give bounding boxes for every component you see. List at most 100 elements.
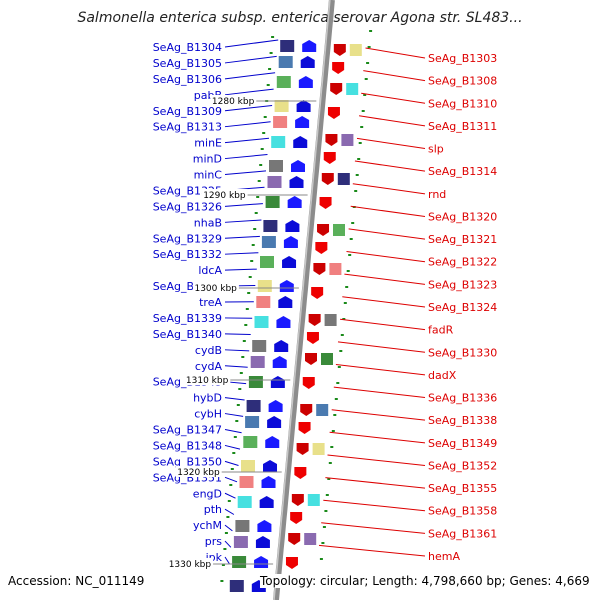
gene-label-right[interactable]: SeAg_B1355 xyxy=(428,482,497,495)
gene-label-left[interactable]: SeAg_B1313 xyxy=(153,121,222,134)
gene-arrow-plus[interactable] xyxy=(302,377,315,389)
gene-label-right[interactable]: hemA xyxy=(428,550,460,563)
gene-label-left[interactable]: cybH xyxy=(194,408,222,421)
gene-label-left[interactable]: cydA xyxy=(195,360,223,373)
gene-label-left[interactable]: nhaB xyxy=(194,216,222,229)
gene-label-left[interactable]: SeAg_B1339 xyxy=(153,312,222,325)
gene-label-right[interactable]: SeAg_B1303 xyxy=(428,52,497,65)
gene-arrow-minus[interactable] xyxy=(255,536,270,548)
gene-arrow-plus[interactable] xyxy=(308,314,321,326)
gene-label-right[interactable]: SeAg_B1361 xyxy=(428,527,497,540)
gene-arrow-minus[interactable] xyxy=(263,460,278,472)
gene-arrow-plus[interactable] xyxy=(288,533,301,545)
gene-arrow-minus[interactable] xyxy=(272,356,287,368)
gene-arrow-minus[interactable] xyxy=(259,496,274,508)
gene-label-right[interactable]: SeAg_B1308 xyxy=(428,75,497,88)
gene-arrow-minus[interactable] xyxy=(265,436,280,448)
gene-arrow-plus[interactable] xyxy=(291,494,304,506)
gene-label-left[interactable]: hybD xyxy=(193,392,222,405)
gene-arrow-plus[interactable] xyxy=(306,332,319,344)
gene-label-right[interactable]: SeAg_B1338 xyxy=(428,414,497,427)
gene-arrow-minus[interactable] xyxy=(279,280,294,292)
gene-arrow-minus[interactable] xyxy=(293,136,308,148)
gene-label-right[interactable]: SeAg_B1314 xyxy=(428,165,497,178)
gene-arrow-plus[interactable] xyxy=(315,242,328,254)
gene-label-right[interactable]: SeAg_B1324 xyxy=(428,301,497,314)
gene-arrow-plus[interactable] xyxy=(290,512,303,524)
gene-arrow-plus[interactable] xyxy=(311,287,324,299)
gene-arrow-plus[interactable] xyxy=(294,467,307,479)
gene-label-right[interactable]: SeAg_B1358 xyxy=(428,505,497,518)
gene-label-right[interactable]: fadR xyxy=(428,324,454,337)
gene-label-right[interactable]: slp xyxy=(428,143,444,156)
gene-label-left[interactable]: SeAg_B1305 xyxy=(153,57,222,70)
gene-arrow-minus[interactable] xyxy=(270,376,285,388)
gene-label-left[interactable]: SeAg_B1306 xyxy=(153,73,222,86)
gene-arrow-minus[interactable] xyxy=(285,220,300,232)
gene-arrow-plus[interactable] xyxy=(313,263,326,275)
gene-label-left[interactable]: SeAg_B1326 xyxy=(153,200,222,213)
gene-label-left[interactable]: pth xyxy=(204,503,222,516)
gene-label-right[interactable]: dadX xyxy=(428,369,457,382)
gene-label-left[interactable]: minD xyxy=(193,153,222,166)
gene-label-right[interactable]: rnd xyxy=(428,188,446,201)
gene-arrow-plus[interactable] xyxy=(332,62,345,74)
gene-label-right[interactable]: SeAg_B1320 xyxy=(428,210,497,223)
gene-label-right[interactable]: SeAg_B1322 xyxy=(428,256,497,269)
gene-arrow-plus[interactable] xyxy=(327,107,340,119)
gene-label-left[interactable]: cydB xyxy=(195,344,222,357)
gene-label-left[interactable]: ychM xyxy=(193,519,222,532)
gene-arrow-plus[interactable] xyxy=(319,197,332,209)
gene-label-left[interactable]: SeAg_B1309 xyxy=(153,105,222,118)
gene-label-left[interactable]: minC xyxy=(194,169,223,182)
gene-arrow-plus[interactable] xyxy=(323,152,336,164)
gene-arrow-minus[interactable] xyxy=(295,116,310,128)
gene-arrow-minus[interactable] xyxy=(278,296,293,308)
gene-arrow-minus[interactable] xyxy=(261,476,276,488)
gene-arrow-plus[interactable] xyxy=(296,443,309,455)
gene-label-left[interactable]: SeAg_B1350 xyxy=(153,455,222,468)
gene-arrow-plus[interactable] xyxy=(333,44,346,56)
gene-arrow-minus[interactable] xyxy=(268,400,283,412)
gene-label-right[interactable]: SeAg_B1336 xyxy=(428,392,497,405)
gene-label-left[interactable]: SeAg_B1340 xyxy=(153,328,222,341)
gene-arrow-minus[interactable] xyxy=(287,196,302,208)
gene-arrow-minus[interactable] xyxy=(298,76,313,88)
gene-label-right[interactable]: SeAg_B1321 xyxy=(428,233,497,246)
gene-arrow-minus[interactable] xyxy=(276,316,291,328)
gene-label-right[interactable]: SeAg_B1311 xyxy=(428,120,497,133)
gene-arrow-minus[interactable] xyxy=(257,520,272,532)
gene-label-right[interactable]: SeAg_B1330 xyxy=(428,346,497,359)
gene-arrow-plus[interactable] xyxy=(321,173,334,185)
gene-label-left[interactable]: engD xyxy=(193,487,222,500)
gene-arrow-plus[interactable] xyxy=(304,353,317,365)
gene-arrow-plus[interactable] xyxy=(285,557,298,569)
gene-arrow-minus[interactable] xyxy=(274,340,289,352)
gene-label-right[interactable]: SeAg_B1352 xyxy=(428,459,497,472)
gene-label-left[interactable]: ldcA xyxy=(198,264,222,277)
gene-label-right[interactable]: SeAg_B1323 xyxy=(428,278,497,291)
gene-label-left[interactable]: SeAg_B1332 xyxy=(153,248,222,261)
gene-label-left[interactable]: SeAg_B1304 xyxy=(153,41,222,54)
gene-arrow-plus[interactable] xyxy=(330,83,343,95)
gene-arrow-plus[interactable] xyxy=(300,404,313,416)
gene-label-left[interactable]: SeAg_B1348 xyxy=(153,439,222,452)
gene-arrow-plus[interactable] xyxy=(298,422,311,434)
gene-arrow-minus[interactable] xyxy=(283,236,298,248)
gene-arrow-minus[interactable] xyxy=(296,100,311,112)
gene-label-right[interactable]: SeAg_B1310 xyxy=(428,97,497,110)
gene-label-left[interactable]: treA xyxy=(199,296,222,309)
gene-arrow-minus[interactable] xyxy=(289,176,304,188)
gene-arrow-minus[interactable] xyxy=(282,256,297,268)
gene-arrow-minus[interactable] xyxy=(302,40,317,52)
gene-arrow-minus[interactable] xyxy=(254,556,269,568)
gene-label-left[interactable]: minE xyxy=(194,137,222,150)
gene-arrow-plus[interactable] xyxy=(325,134,338,146)
gene-arrow-plus[interactable] xyxy=(317,224,330,236)
gene-arrow-minus[interactable] xyxy=(300,56,315,68)
gene-label-left[interactable]: SeAg_B1329 xyxy=(153,232,222,245)
gene-arrow-minus[interactable] xyxy=(291,160,306,172)
gene-label-left[interactable]: SeAg_B1347 xyxy=(153,424,222,437)
gene-label-left[interactable]: prs xyxy=(205,535,223,548)
